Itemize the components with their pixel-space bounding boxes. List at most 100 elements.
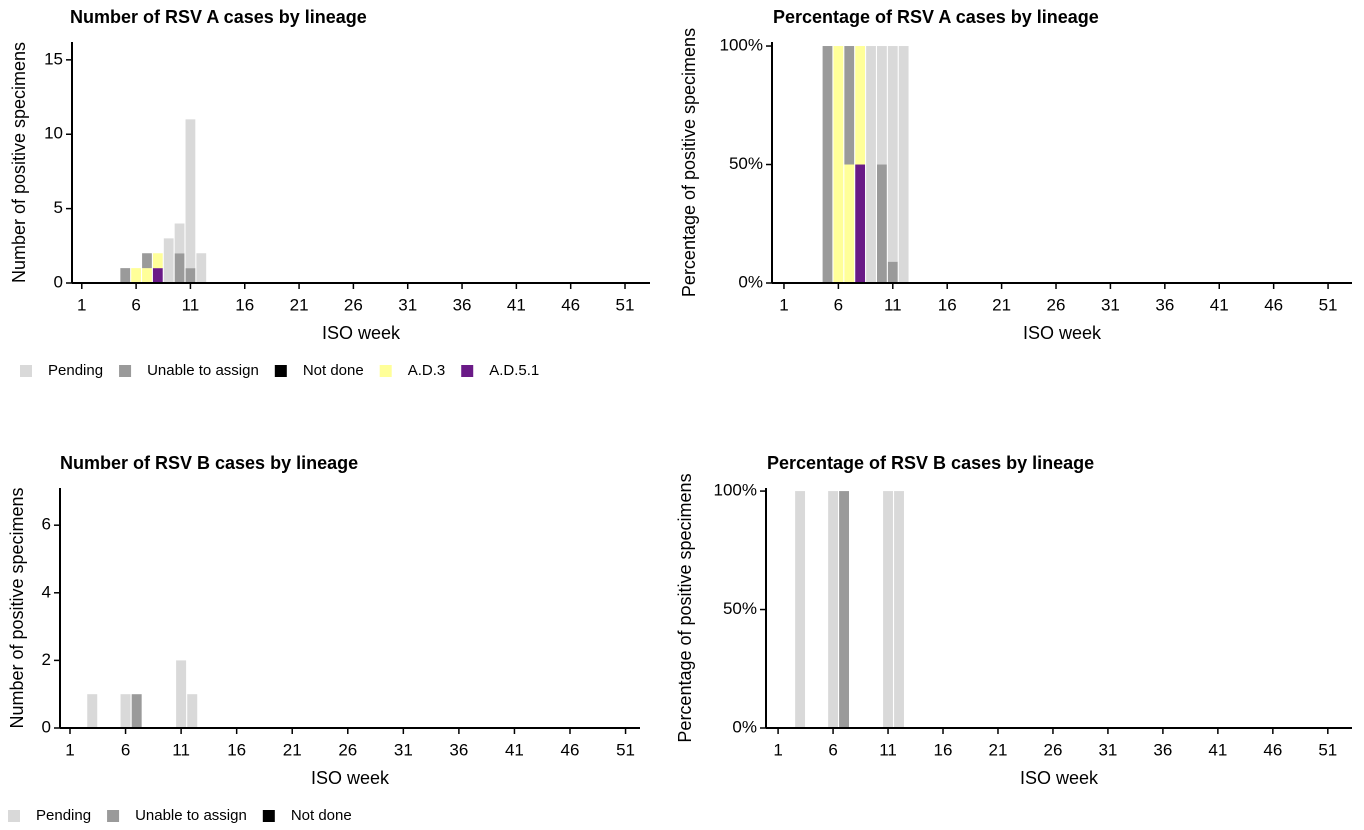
legend-label: Not done — [303, 362, 364, 379]
x-tick-label: 16 — [227, 740, 246, 759]
y-tick-label: 10 — [44, 124, 63, 143]
x-tick-label: 46 — [1264, 295, 1283, 314]
bar-segment — [196, 253, 207, 283]
y-tick-label: 5 — [54, 198, 63, 217]
x-tick-label: 26 — [1043, 740, 1062, 759]
x-tick-label: 11 — [879, 740, 897, 759]
x-tick-label: 36 — [1153, 740, 1172, 759]
bar-segment — [877, 164, 887, 283]
x-tick-label: 51 — [616, 740, 635, 759]
legend-label: A.D.3 — [408, 362, 446, 379]
y-tick-label: 2 — [42, 650, 51, 669]
y-tick-label: 6 — [42, 515, 51, 534]
x-tick-label: 46 — [561, 740, 580, 759]
bar-segment — [187, 694, 198, 728]
chart-title: Percentage of RSV B cases by lineage — [767, 453, 1094, 473]
bar-segment — [142, 268, 152, 283]
x-tick-label: 16 — [235, 295, 254, 314]
x-tick-label: 41 — [1208, 740, 1227, 759]
bar-segment — [152, 268, 163, 283]
bar-segment — [822, 46, 833, 283]
bar-segment — [844, 46, 855, 165]
x-tick-label: 41 — [505, 740, 524, 759]
bar-segment — [898, 46, 909, 283]
legend-swatch — [379, 365, 392, 377]
bar-segment — [877, 46, 887, 165]
x-tick-label: 1 — [779, 295, 788, 314]
bar-segment — [844, 164, 855, 283]
chart-title: Number of RSV B cases by lineage — [60, 453, 358, 473]
y-tick-label: 100% — [720, 36, 763, 55]
x-axis-label: ISO week — [1023, 323, 1102, 343]
x-tick-label: 26 — [338, 740, 357, 759]
bar-segment — [185, 119, 196, 269]
x-tick-label: 31 — [398, 295, 417, 314]
y-tick-label: 15 — [44, 49, 63, 68]
x-tick-label: 36 — [453, 295, 472, 314]
legend-label: Pending — [48, 362, 103, 379]
x-tick-label: 21 — [989, 740, 1008, 759]
x-tick-label: 46 — [561, 295, 580, 314]
x-tick-label: 16 — [938, 295, 957, 314]
chart-title: Percentage of RSV A cases by lineage — [773, 7, 1099, 27]
x-tick-label: 51 — [616, 295, 635, 314]
y-tick-label: 0% — [732, 717, 757, 736]
x-tick-label: 51 — [1319, 295, 1338, 314]
x-tick-label: 36 — [449, 740, 468, 759]
y-tick-label: 100% — [714, 481, 757, 500]
bar-segment — [887, 46, 898, 262]
bar-segment — [87, 694, 98, 728]
x-tick-label: 41 — [1210, 295, 1229, 314]
bar-segment — [833, 46, 844, 283]
bar-segment — [163, 238, 174, 283]
bar-segment — [131, 268, 141, 283]
legend-swatch — [262, 810, 275, 822]
x-axis-label: ISO week — [311, 768, 390, 788]
x-tick-label: 6 — [131, 295, 140, 314]
x-tick-label: 6 — [834, 295, 843, 314]
legend-swatch — [8, 810, 20, 822]
bar-segment — [795, 491, 806, 728]
x-tick-label: 21 — [283, 740, 302, 759]
y-tick-label: 0 — [42, 717, 51, 736]
bar-segment — [894, 491, 904, 728]
x-tick-label: 31 — [394, 740, 413, 759]
bar-segment — [120, 268, 131, 283]
bar-segment — [855, 46, 866, 165]
bar-segment — [174, 223, 185, 254]
bar-segment — [839, 491, 850, 728]
legend-label: Not done — [291, 807, 352, 824]
x-tick-label: 11 — [182, 295, 200, 314]
legend-swatch — [107, 810, 120, 822]
x-axis-label: ISO week — [322, 323, 401, 343]
bar-segment — [866, 46, 876, 283]
legend-label: Unable to assign — [147, 362, 259, 379]
x-tick-label: 11 — [172, 740, 190, 759]
y-tick-label: 50% — [723, 599, 757, 618]
x-tick-label: 1 — [77, 295, 86, 314]
bar-segment — [883, 491, 893, 728]
bar-segment — [174, 253, 185, 283]
bar-segment — [855, 164, 866, 283]
x-tick-label: 6 — [121, 740, 130, 759]
y-axis-label: Percentage of positive specimens — [679, 28, 699, 297]
legend-swatch — [461, 365, 474, 377]
x-tick-label: 46 — [1263, 740, 1282, 759]
x-tick-label: 21 — [290, 295, 309, 314]
x-tick-label: 36 — [1155, 295, 1174, 314]
x-tick-label: 26 — [1047, 295, 1066, 314]
x-tick-label: 1 — [773, 740, 782, 759]
bar-segment — [152, 253, 163, 269]
y-axis-label: Percentage of positive specimens — [675, 473, 695, 742]
x-tick-label: 31 — [1098, 740, 1117, 759]
bar-segment — [131, 694, 142, 728]
bar-segment — [828, 491, 839, 728]
bar-segment — [887, 261, 898, 283]
y-tick-label: 0% — [738, 272, 763, 291]
bar-segment — [142, 253, 152, 269]
x-tick-label: 41 — [507, 295, 526, 314]
legend-label: Unable to assign — [135, 807, 247, 824]
legend-swatch — [119, 365, 132, 377]
x-tick-label: 1 — [65, 740, 74, 759]
